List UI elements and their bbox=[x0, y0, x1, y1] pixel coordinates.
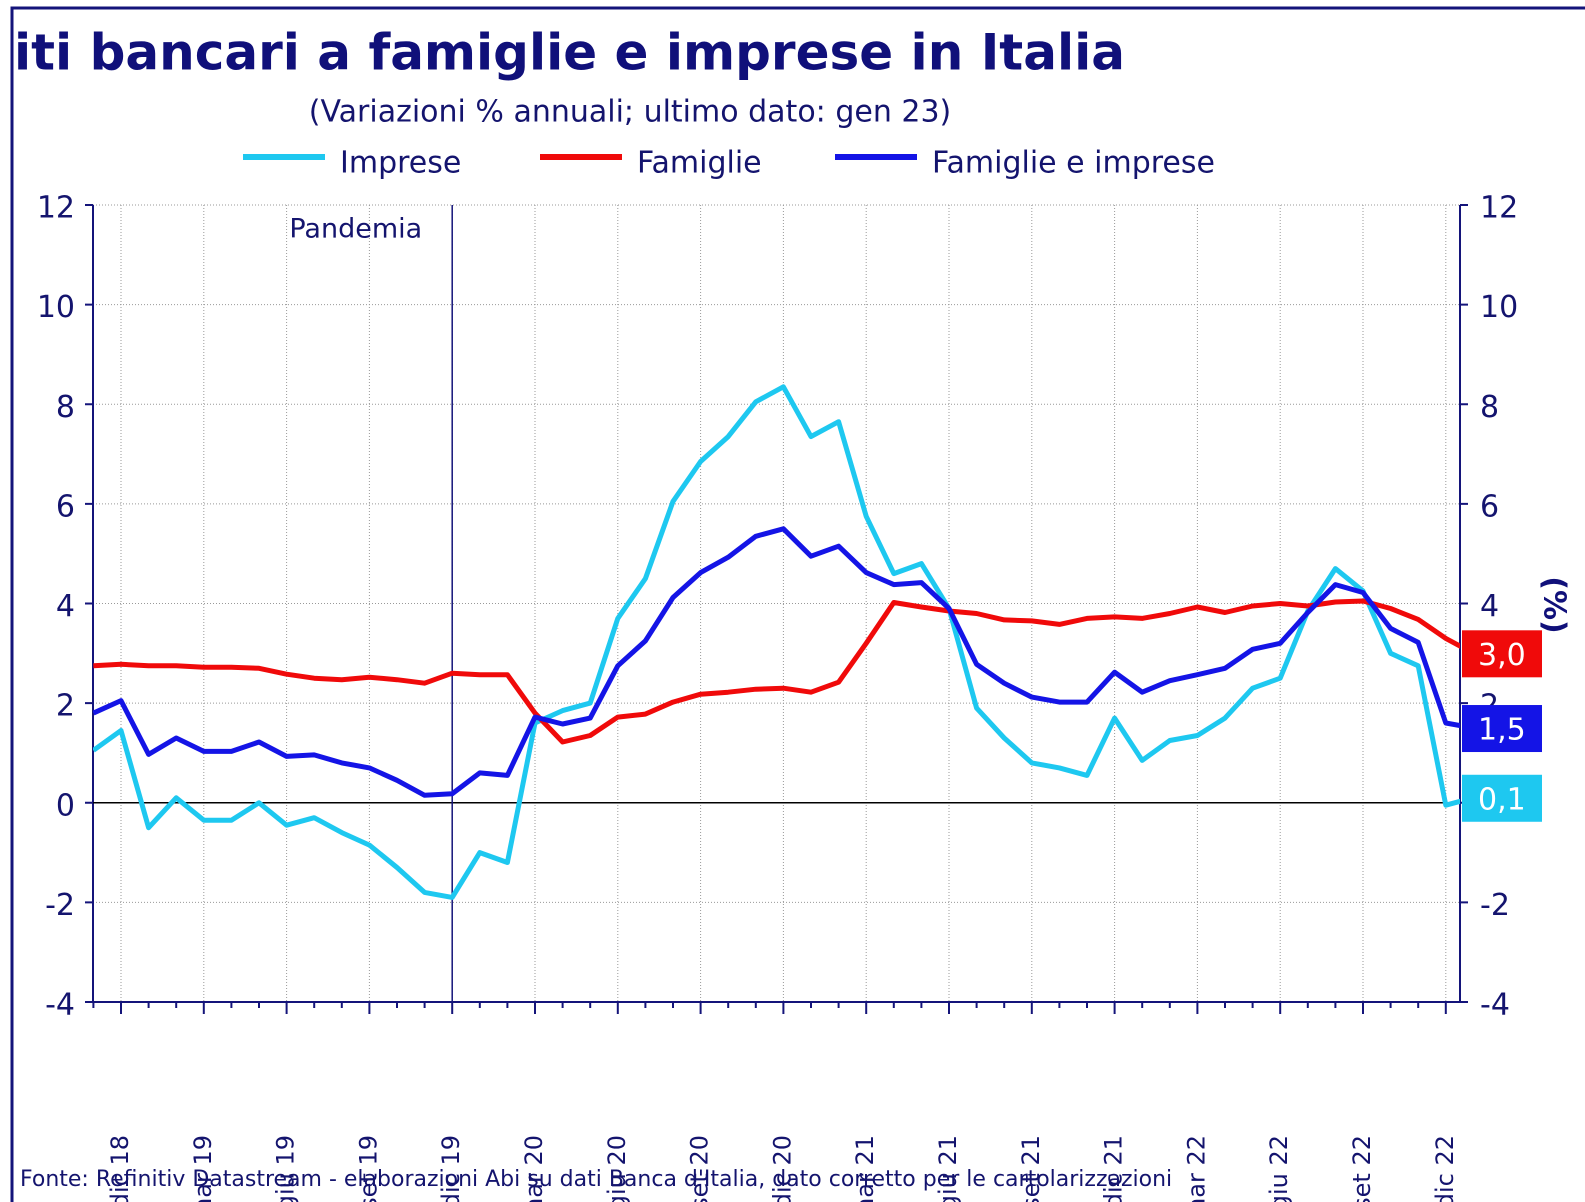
x-tick-label: mar 19 bbox=[189, 1135, 217, 1202]
y-tick-label: 12 bbox=[37, 191, 75, 226]
x-tick-label: dic 21 bbox=[1100, 1135, 1128, 1202]
end-label-box bbox=[1462, 705, 1542, 753]
end-label: 0,1 bbox=[1478, 782, 1526, 817]
x-tick-label: giu 22 bbox=[1265, 1135, 1293, 1202]
end-label: 1,5 bbox=[1478, 713, 1526, 748]
frame bbox=[10, 6, 1585, 1202]
y2-tick-label: 6 bbox=[1480, 489, 1499, 524]
annotation-text: Pandemia bbox=[289, 214, 422, 245]
end-label: 3,0 bbox=[1478, 638, 1526, 673]
end-label-box bbox=[1462, 630, 1542, 678]
y-tick-label: 10 bbox=[37, 290, 75, 325]
x-tick-label: set 22 bbox=[1348, 1135, 1376, 1202]
y-tick-label: 2 bbox=[56, 689, 75, 724]
x-tick-label: giu 19 bbox=[272, 1135, 300, 1202]
source-note: Fonte: Refinitiv Datastream - elaborazio… bbox=[20, 1167, 1172, 1192]
y2-tick-label: 8 bbox=[1480, 390, 1499, 425]
x-tick-label: giu 20 bbox=[603, 1135, 631, 1202]
chart-title: iti bancari a famiglie e imprese in Ital… bbox=[14, 24, 1125, 82]
legend-label: Famiglie bbox=[637, 146, 762, 181]
series-line bbox=[93, 526, 1460, 798]
series-line bbox=[93, 598, 1460, 745]
x-tick-label: mar 21 bbox=[851, 1135, 879, 1202]
x-tick-label: mar 20 bbox=[520, 1135, 548, 1202]
legend-label: Famiglie e imprese bbox=[932, 146, 1215, 181]
y2-tick-label: -2 bbox=[1480, 888, 1510, 923]
plot-area bbox=[93, 384, 1460, 900]
chart-subtitle: (Variazioni % annuali; ultimo dato: gen … bbox=[309, 95, 952, 130]
y-tick-label: 6 bbox=[56, 489, 75, 524]
y-tick-label: 4 bbox=[56, 589, 75, 624]
y-tick-label: 0 bbox=[56, 788, 75, 823]
legend-label: Imprese bbox=[340, 146, 461, 181]
y-tick-label: 8 bbox=[56, 390, 75, 425]
x-tick-label: giu 21 bbox=[934, 1135, 962, 1202]
x-tick-label: dic 20 bbox=[768, 1135, 796, 1202]
y-tick-label: -4 bbox=[45, 988, 75, 1023]
x-tick-label: mar 22 bbox=[1182, 1135, 1210, 1202]
series-line bbox=[93, 384, 1460, 900]
x-tick-label: set 20 bbox=[686, 1135, 714, 1202]
end-label-box bbox=[1462, 774, 1542, 822]
y2-axis-label: (%) bbox=[1537, 576, 1572, 633]
x-tick-label: dic 18 bbox=[106, 1135, 134, 1202]
y-tick-label: -2 bbox=[45, 888, 75, 923]
y2-tick-label: 4 bbox=[1480, 589, 1499, 624]
x-tick-label: dic 19 bbox=[437, 1135, 465, 1202]
x-tick-label: set 19 bbox=[354, 1135, 382, 1202]
y2-tick-label: 12 bbox=[1480, 191, 1518, 226]
x-tick-label: set 21 bbox=[1017, 1135, 1045, 1202]
x-tick-label: dic 22 bbox=[1431, 1135, 1459, 1202]
y2-tick-label: 10 bbox=[1480, 290, 1518, 325]
y2-tick-label: -4 bbox=[1480, 988, 1510, 1023]
